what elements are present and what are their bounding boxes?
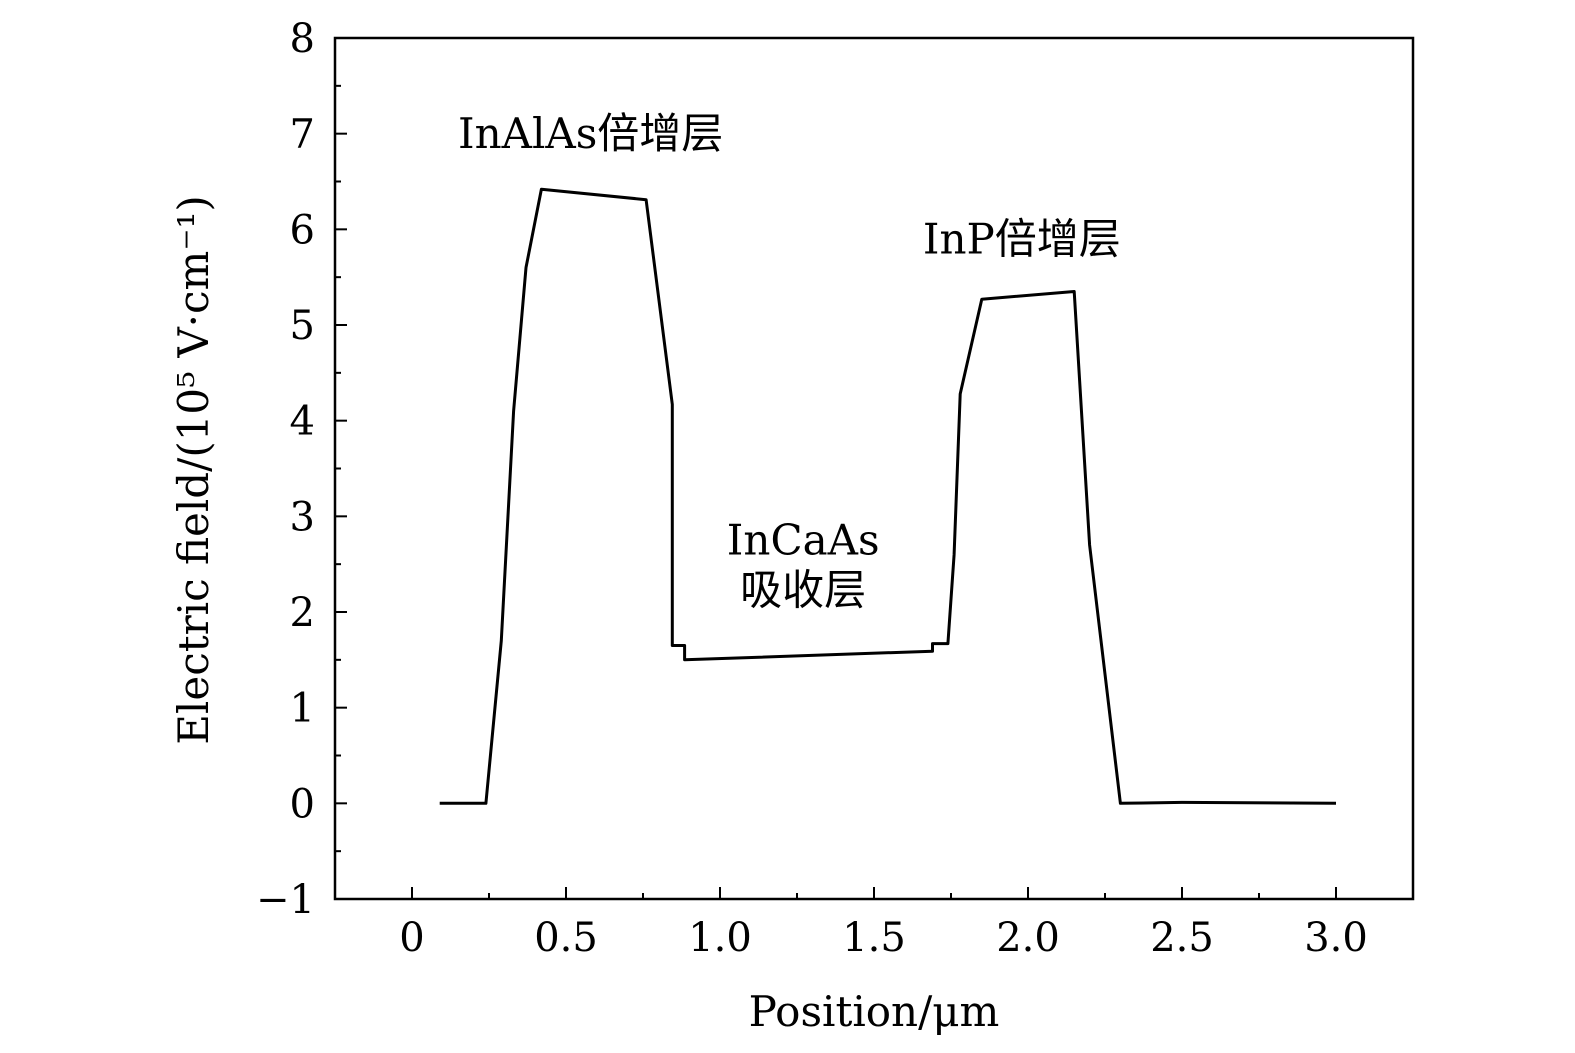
x-axis-label: Position/μm bbox=[749, 987, 1000, 1036]
x-tick-label: 2.5 bbox=[1150, 915, 1214, 961]
x-tick-label: 0 bbox=[399, 915, 424, 961]
y-tick-label: 0 bbox=[290, 781, 315, 827]
y-tick-label: −1 bbox=[256, 877, 315, 923]
y-tick-label: 2 bbox=[290, 590, 315, 636]
plot-frame bbox=[333, 36, 1415, 901]
x-tick-label: 1.5 bbox=[842, 915, 906, 961]
y-tick-label: 6 bbox=[290, 207, 315, 253]
series-line bbox=[439, 187, 1337, 805]
x-tick-label: 0.5 bbox=[534, 915, 598, 961]
annotation-label: InCaAs bbox=[727, 516, 880, 565]
x-axis-ticks: 0 0.5 1.0 1.5 2.0 2.5 3.0 bbox=[399, 887, 1368, 961]
x-tick-label: 3.0 bbox=[1304, 915, 1368, 961]
y-tick-label: 1 bbox=[290, 686, 315, 732]
y-tick-label: 5 bbox=[290, 303, 315, 349]
series-layer bbox=[439, 187, 1337, 805]
y-axis-label: Electric field/(10⁵ V·cm⁻¹) bbox=[169, 195, 218, 745]
annotation-label: InAlAs倍增层 bbox=[458, 109, 723, 158]
x-tick-label: 1.0 bbox=[688, 915, 752, 961]
y-tick-label: 7 bbox=[290, 112, 315, 158]
x-tick-label: 2.0 bbox=[996, 915, 1060, 961]
y-tick-label: 8 bbox=[290, 16, 315, 62]
annotation-label: 吸收层 bbox=[740, 565, 866, 614]
y-axis-ticks: −1 0 1 2 3 4 5 6 7 8 bbox=[256, 16, 347, 923]
y-tick-label: 4 bbox=[290, 399, 315, 445]
annotation-label: InP倍增层 bbox=[923, 214, 1121, 263]
y-tick-label: 3 bbox=[290, 494, 315, 540]
